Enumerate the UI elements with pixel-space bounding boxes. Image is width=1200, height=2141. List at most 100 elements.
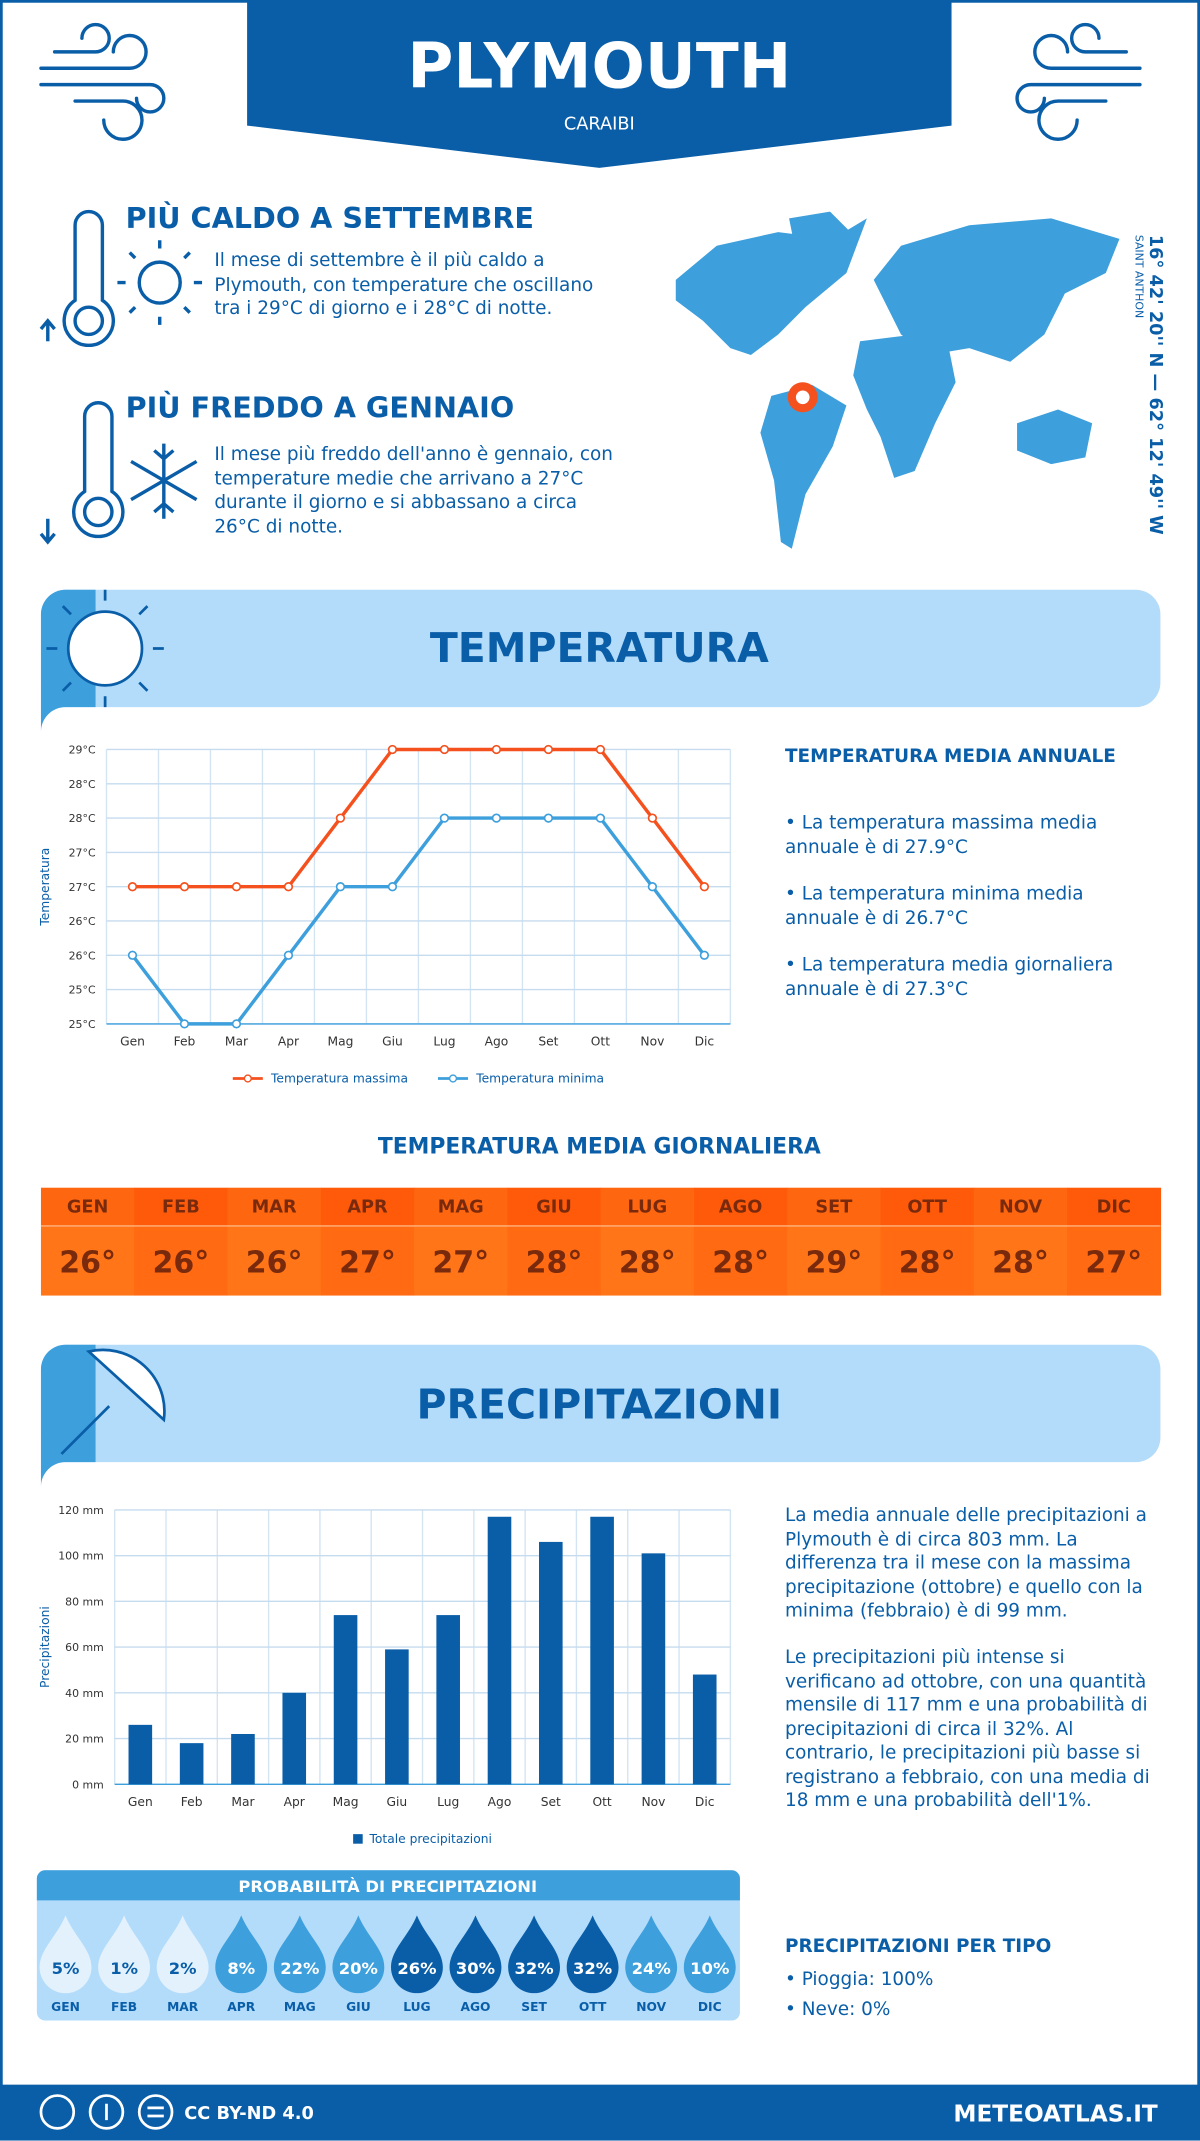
x-tick-label: Nov bbox=[641, 1795, 665, 1809]
point bbox=[543, 744, 554, 755]
y-axis-title: Precipitazioni bbox=[38, 1606, 52, 1688]
probability-header bbox=[36, 1870, 740, 1901]
header-cell bbox=[134, 1187, 229, 1226]
bar bbox=[231, 1733, 255, 1785]
x-tick-label: Lug bbox=[433, 1035, 455, 1049]
header-cell bbox=[507, 1187, 602, 1226]
y-tick-label: 27°C bbox=[69, 881, 96, 894]
temp-value: 29° bbox=[806, 1245, 863, 1280]
point bbox=[699, 882, 710, 892]
bar bbox=[538, 1541, 563, 1785]
x-tick-label: Lug bbox=[437, 1795, 459, 1809]
x-tick-label: Feb bbox=[174, 1035, 196, 1049]
header-cell bbox=[600, 1187, 695, 1226]
drop bbox=[683, 1915, 736, 1994]
point bbox=[179, 1019, 190, 1029]
cold-icon bbox=[39, 401, 198, 545]
month-label: LUG bbox=[628, 1197, 668, 1217]
x-tick-label: Giu bbox=[387, 1795, 408, 1809]
section-title: TEMPERATURA bbox=[430, 624, 769, 672]
point bbox=[543, 813, 554, 823]
point bbox=[231, 882, 242, 892]
point bbox=[387, 744, 398, 755]
y-tick-label: 26°C bbox=[69, 949, 96, 962]
x-tick-label: Set bbox=[541, 1795, 561, 1809]
header-cell bbox=[880, 1187, 975, 1226]
probability-month: OTT bbox=[579, 2000, 607, 2014]
point bbox=[491, 744, 502, 755]
hot-title: PIÙ CALDO A SETTEMBRE bbox=[125, 202, 534, 235]
temp-value: 26° bbox=[246, 1245, 303, 1280]
x-tick-label: Feb bbox=[181, 1795, 203, 1809]
probability-value: 2% bbox=[169, 1959, 197, 1978]
probability-month: AGO bbox=[460, 2000, 490, 2014]
probability-month: MAG bbox=[284, 2000, 316, 2014]
annual-item: • La temperatura massima media annuale è… bbox=[784, 812, 1098, 859]
x-tick-label: Mag bbox=[333, 1795, 359, 1809]
bar bbox=[128, 1724, 153, 1785]
probability-value: 30% bbox=[456, 1959, 495, 1978]
legend-swatch bbox=[353, 1834, 363, 1844]
umbrella-icon bbox=[60, 1348, 166, 1455]
drop bbox=[332, 1915, 385, 1994]
legend-label: Totale precipitazioni bbox=[369, 1832, 492, 1846]
y-tick-label: 29°C bbox=[69, 744, 96, 757]
chart: 25°C 25°C 26°C 26°C 27°C 27°C 28°C 28°C 29°C Temp… bbox=[38, 744, 732, 1086]
probability-value: 32% bbox=[514, 1959, 553, 1978]
banner-corner bbox=[40, 1344, 96, 1487]
temp-value: 27° bbox=[339, 1245, 396, 1280]
point bbox=[491, 813, 502, 823]
sun-icon bbox=[46, 589, 164, 708]
probability-value: 20% bbox=[339, 1959, 378, 1978]
drop bbox=[566, 1915, 619, 1994]
probability-title: PROBABILITÀ DI PRECIPITAZIONI bbox=[238, 1877, 537, 1896]
month-label: AGO bbox=[719, 1197, 762, 1217]
bar bbox=[436, 1615, 460, 1785]
drop bbox=[98, 1915, 151, 1994]
probability-month: NOV bbox=[636, 2000, 666, 2014]
x-tick-label: Giu bbox=[382, 1035, 403, 1049]
cold-text: Il mese più freddo dell'anno è gennaio, … bbox=[214, 443, 613, 538]
legend-swatch-point bbox=[243, 1074, 252, 1083]
value-cell bbox=[227, 1225, 322, 1296]
region: CARAIBI bbox=[564, 115, 635, 135]
bar bbox=[385, 1649, 409, 1785]
value-cell bbox=[1067, 1225, 1162, 1296]
coordinates: 16° 42' 20'' N — 62° 12' 49'' W bbox=[1145, 235, 1165, 535]
drop bbox=[508, 1915, 561, 1994]
header-cell bbox=[693, 1187, 788, 1226]
value-cell bbox=[40, 1225, 135, 1296]
probability-value: 22% bbox=[280, 1959, 319, 1978]
probability-value: 8% bbox=[227, 1959, 255, 1978]
legend-label: Temperatura massima bbox=[270, 1072, 408, 1086]
point bbox=[647, 882, 658, 892]
drop bbox=[390, 1915, 443, 1994]
temp-value: 27° bbox=[432, 1245, 489, 1280]
month-label: MAR bbox=[252, 1197, 297, 1217]
month-label: GIU bbox=[536, 1197, 572, 1217]
point bbox=[439, 744, 450, 755]
x-tick-label: Apr bbox=[278, 1035, 300, 1049]
header-cell bbox=[227, 1187, 322, 1226]
point bbox=[647, 813, 658, 823]
chart: 0 mm 20 mm 40 mm 60 mm 80 mm 100 mm 120 mm Prec… bbox=[38, 1504, 732, 1846]
annual-item: • La temperatura media giornaliera annua… bbox=[784, 954, 1114, 1001]
x-tick-label: Apr bbox=[284, 1795, 306, 1809]
site: METEOATLAS.IT bbox=[953, 2101, 1157, 2128]
y-tick-label: 25°C bbox=[69, 984, 96, 997]
probability-month: LUG bbox=[403, 2000, 430, 2014]
y-tick-label: 120 mm bbox=[58, 1504, 104, 1517]
bar bbox=[692, 1674, 717, 1785]
probability-month: GIU bbox=[346, 2000, 371, 2014]
temp-value: 28° bbox=[712, 1245, 769, 1280]
probability-value: 24% bbox=[632, 1959, 671, 1978]
bar bbox=[641, 1553, 666, 1785]
x-tick-label: Gen bbox=[120, 1035, 145, 1049]
value-cell bbox=[507, 1225, 602, 1296]
header-cell bbox=[40, 1187, 135, 1226]
y-tick-label: 60 mm bbox=[65, 1641, 104, 1654]
bar bbox=[590, 1516, 614, 1785]
point bbox=[335, 813, 346, 823]
